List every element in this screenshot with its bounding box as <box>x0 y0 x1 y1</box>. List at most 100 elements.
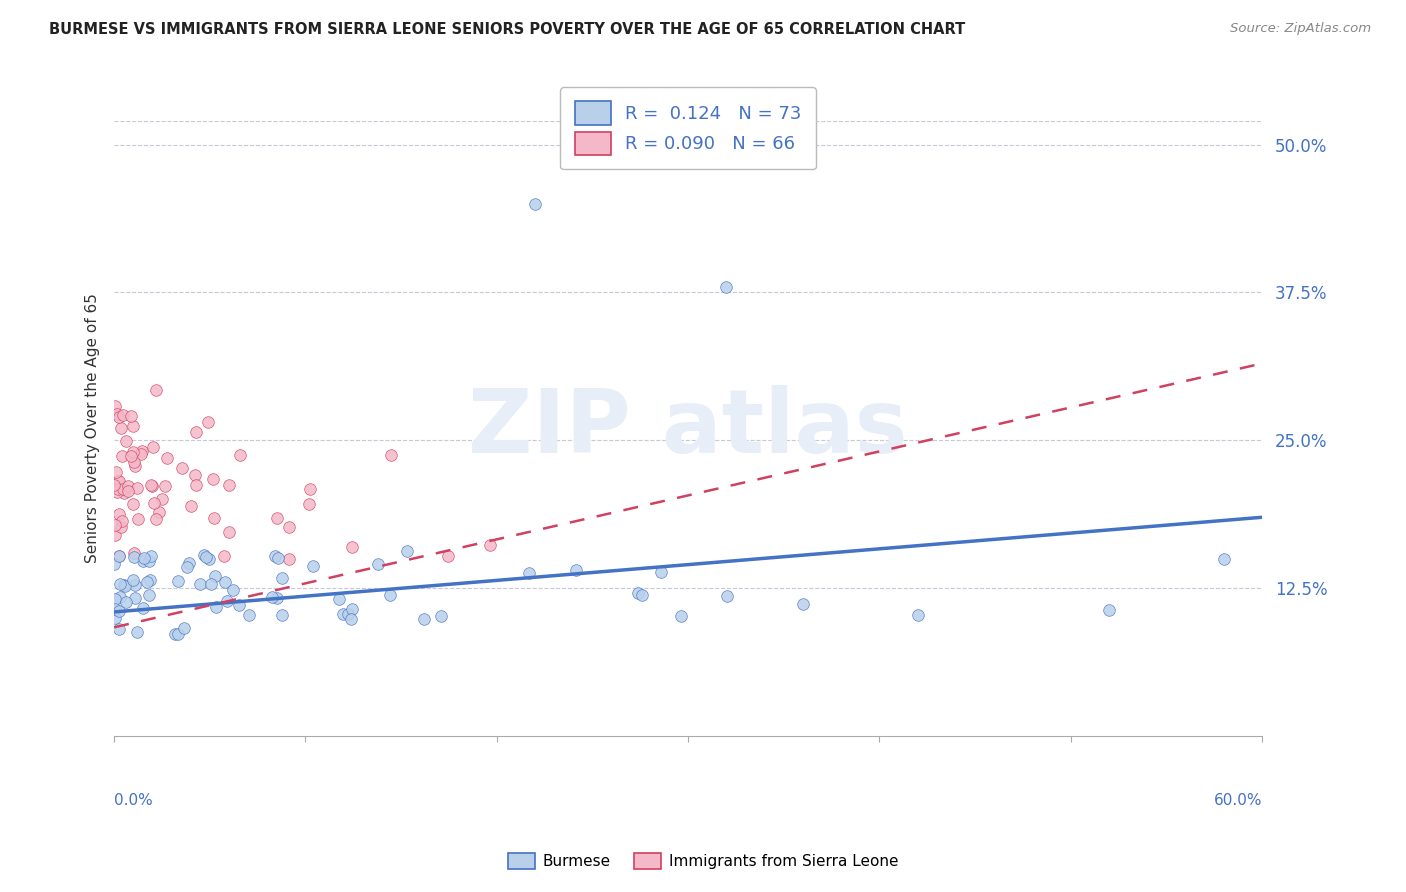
Point <box>105 465 128 479</box>
Point <box>104 517 127 532</box>
Point <box>200 576 222 591</box>
Point <box>184 425 207 439</box>
Point <box>202 511 225 525</box>
Point <box>124 591 146 606</box>
Point <box>412 612 434 626</box>
Point <box>103 557 125 571</box>
Point <box>184 467 207 482</box>
Point <box>217 594 239 608</box>
Point <box>437 549 460 563</box>
Point <box>103 477 125 491</box>
Point <box>108 591 131 605</box>
Point <box>299 482 322 496</box>
Point <box>110 577 132 591</box>
Point <box>176 560 198 574</box>
Point <box>112 486 135 500</box>
Point <box>117 479 139 493</box>
Point <box>167 574 190 588</box>
Point <box>135 574 157 589</box>
Point <box>108 623 131 637</box>
Point <box>108 604 131 618</box>
Point <box>139 549 162 564</box>
Point <box>148 505 170 519</box>
Text: BURMESE VS IMMIGRANTS FROM SIERRA LEONE SENIORS POVERTY OVER THE AGE OF 65 CORRE: BURMESE VS IMMIGRANTS FROM SIERRA LEONE … <box>49 22 966 37</box>
Point <box>121 573 143 587</box>
Point <box>792 597 814 611</box>
Point <box>264 549 287 563</box>
Point <box>298 498 321 512</box>
Point <box>1098 603 1121 617</box>
Point <box>228 449 250 463</box>
Point <box>145 512 167 526</box>
Legend: R =  0.124   N = 73, R = 0.090   N = 66: R = 0.124 N = 73, R = 0.090 N = 66 <box>560 87 815 169</box>
Point <box>122 455 145 469</box>
Legend: Burmese, Immigrants from Sierra Leone: Burmese, Immigrants from Sierra Leone <box>502 847 904 875</box>
Point <box>114 579 136 593</box>
Point <box>110 421 132 435</box>
Point <box>266 591 288 606</box>
Point <box>716 279 738 293</box>
Point <box>111 482 134 496</box>
Point <box>380 448 402 462</box>
Point <box>332 607 354 621</box>
Point <box>122 546 145 560</box>
Point <box>138 588 160 602</box>
Point <box>108 474 131 488</box>
Text: Source: ZipAtlas.com: Source: ZipAtlas.com <box>1230 22 1371 36</box>
Point <box>478 538 501 552</box>
Point <box>328 591 350 606</box>
Point <box>228 598 250 612</box>
Point <box>129 447 152 461</box>
Point <box>195 550 218 565</box>
Point <box>524 196 547 211</box>
Point <box>177 556 200 570</box>
Point <box>111 450 134 464</box>
Point <box>111 514 134 528</box>
Point <box>115 434 138 448</box>
Point <box>1212 551 1234 566</box>
Point <box>340 540 363 554</box>
Point <box>104 399 127 413</box>
Point <box>340 601 363 615</box>
Point <box>214 575 236 590</box>
Point <box>104 602 127 616</box>
Point <box>180 500 202 514</box>
Point <box>204 600 226 615</box>
Point <box>107 549 129 564</box>
Point <box>627 586 650 600</box>
Point <box>337 607 360 621</box>
Text: 60.0%: 60.0% <box>1213 793 1263 808</box>
Point <box>145 383 167 397</box>
Point <box>132 601 155 615</box>
Point <box>631 588 654 602</box>
Point <box>266 511 288 525</box>
Point <box>104 611 127 625</box>
Point <box>104 591 127 606</box>
Point <box>367 557 389 571</box>
Point <box>112 578 135 592</box>
Point <box>430 609 453 624</box>
Point <box>105 485 128 500</box>
Point <box>204 569 226 583</box>
Point <box>907 608 929 623</box>
Point <box>218 525 240 540</box>
Point <box>127 625 149 640</box>
Point <box>142 440 165 454</box>
Point <box>121 497 143 511</box>
Point <box>238 607 260 622</box>
Point <box>122 418 145 433</box>
Point <box>120 449 142 463</box>
Point <box>340 612 363 626</box>
Point <box>127 511 149 525</box>
Point <box>266 551 288 566</box>
Point <box>110 519 132 533</box>
Point <box>108 507 131 521</box>
Point <box>396 544 419 558</box>
Point <box>218 477 240 491</box>
Point <box>138 554 160 568</box>
Point <box>112 409 135 423</box>
Point <box>125 481 148 495</box>
Point <box>302 559 325 574</box>
Point <box>104 528 127 542</box>
Point <box>222 583 245 598</box>
